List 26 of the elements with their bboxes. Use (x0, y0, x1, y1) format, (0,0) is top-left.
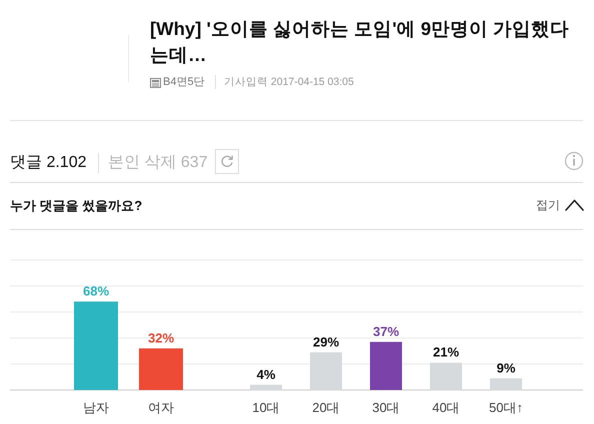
bar (490, 378, 522, 390)
x-tick-label: 20대 (312, 400, 340, 415)
x-tick-label: 10대 (252, 400, 280, 415)
data-label: 32% (148, 330, 174, 346)
text: 기사입력 2017-04-15 03:05 (215, 75, 354, 89)
text: [Why] '오이를 싫어하는 모임'에 9만명이 가입했다는데… (150, 17, 570, 67)
text: 본인 삭제 637 (98, 153, 208, 173)
bar (370, 342, 402, 390)
bar (430, 362, 462, 390)
text: 댓글 2.102 (10, 153, 86, 173)
x-tick-label: 남자 (83, 400, 109, 415)
data-label: 29% (312, 334, 340, 350)
text: 접기 (536, 198, 560, 212)
data-label: 21% (432, 344, 460, 360)
data-label: 9% (496, 360, 516, 376)
text: B4면5단 (163, 75, 205, 89)
chart-title: 누가 댓글을 썼을까요? (10, 197, 142, 214)
x-tick-label: 30대 (372, 400, 400, 415)
bar (310, 352, 342, 390)
x-tick-label: 여자 (148, 400, 174, 415)
data-label: 4% (256, 366, 276, 382)
x-tick-label: 50대↑ (489, 400, 523, 415)
x-tick-label: 40대 (432, 400, 460, 415)
bar (250, 384, 282, 390)
data-label: 37% (372, 324, 400, 339)
data-label: 68% (82, 284, 110, 299)
